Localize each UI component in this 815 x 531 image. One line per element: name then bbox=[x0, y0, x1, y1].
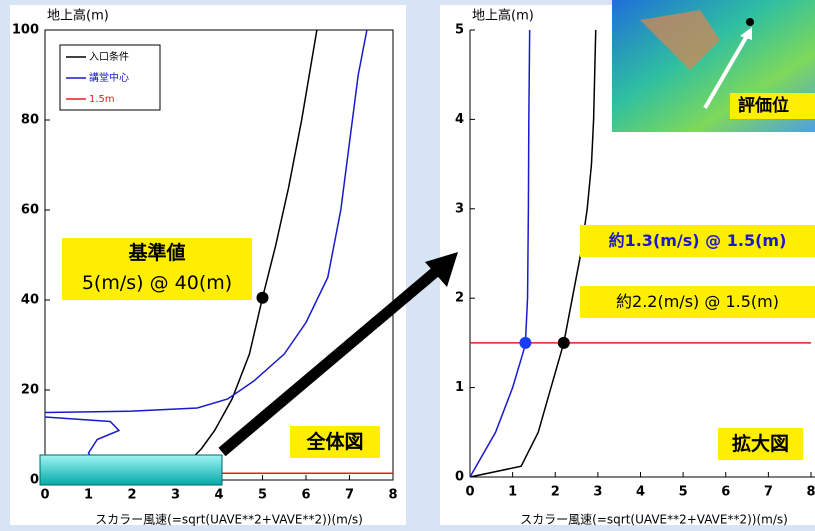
y-tick-label: 20 bbox=[21, 383, 39, 398]
y-tick-label: 100 bbox=[12, 23, 39, 38]
x-tick-label: 5 bbox=[258, 488, 267, 503]
x-tick-label: 4 bbox=[214, 488, 223, 503]
slide: 020406080100012345678地上高(m)スカラー風速(=sqrt(… bbox=[0, 0, 815, 531]
x-tick-label: 1 bbox=[84, 488, 93, 503]
annotation: 全体図 bbox=[290, 426, 380, 458]
y-tick-label: 0 bbox=[30, 473, 39, 488]
x-tick-label: 8 bbox=[388, 488, 397, 503]
marker bbox=[558, 337, 570, 349]
x-tick-label: 5 bbox=[679, 485, 688, 500]
annotation-text: 基準値 bbox=[62, 238, 252, 268]
y-tick-label: 4 bbox=[455, 112, 464, 127]
legend-label: 1.5m bbox=[89, 94, 115, 105]
x-tick-label: 3 bbox=[171, 488, 180, 503]
x-tick-label: 0 bbox=[465, 485, 474, 500]
x-axis-label: スカラー風速(=sqrt(UAVE**2+VAVE**2))(m/s) bbox=[520, 513, 788, 527]
y-tick-label: 40 bbox=[21, 293, 39, 308]
legend-label: 講堂中心 bbox=[89, 71, 129, 84]
y-tick-label: 2 bbox=[455, 291, 464, 306]
legend-label: 入口条件 bbox=[89, 50, 129, 63]
x-tick-label: 8 bbox=[806, 485, 815, 500]
marker bbox=[257, 292, 269, 304]
y-axis-label: 地上高(m) bbox=[47, 8, 109, 24]
x-tick-label: 6 bbox=[301, 488, 310, 503]
marker bbox=[519, 337, 531, 349]
x-tick-label: 7 bbox=[345, 488, 354, 503]
x-tick-label: 6 bbox=[721, 485, 730, 500]
y-tick-label: 3 bbox=[455, 201, 464, 216]
y-tick-label: 0 bbox=[455, 470, 464, 485]
y-axis-label: 地上高(m) bbox=[472, 8, 534, 24]
y-tick-label: 60 bbox=[21, 203, 39, 218]
y-tick-label: 80 bbox=[21, 113, 39, 128]
map-point bbox=[746, 18, 754, 26]
x-tick-label: 2 bbox=[551, 485, 560, 500]
annotation: 約2.2(m/s) @ 1.5(m) bbox=[580, 286, 815, 318]
annotation-text: 5(m/s) @ 40(m) bbox=[62, 268, 252, 298]
x-tick-label: 0 bbox=[40, 488, 49, 503]
y-tick-label: 1 bbox=[455, 380, 464, 395]
annotation: 拡大図 bbox=[718, 428, 803, 460]
x-tick-label: 3 bbox=[593, 485, 602, 500]
x-tick-label: 1 bbox=[508, 485, 517, 500]
x-tick-label: 4 bbox=[636, 485, 645, 500]
y-tick-label: 5 bbox=[455, 23, 464, 38]
annotation: 評価位 bbox=[730, 93, 815, 119]
x-tick-label: 7 bbox=[764, 485, 773, 500]
x-axis-label: スカラー風速(=sqrt(UAVE**2+VAVE**2))(m/s) bbox=[95, 513, 363, 527]
x-tick-label: 2 bbox=[127, 488, 136, 503]
highlight-box bbox=[40, 455, 222, 485]
annotation: 約1.3(m/s) @ 1.5(m) bbox=[580, 225, 815, 257]
